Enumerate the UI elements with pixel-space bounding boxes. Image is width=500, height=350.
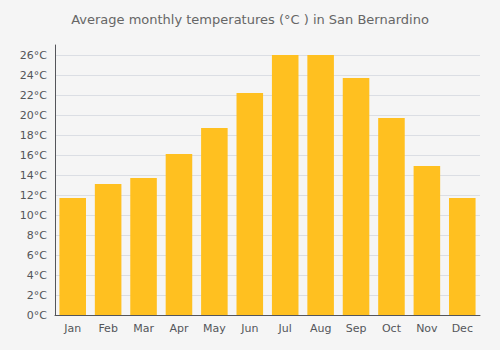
svg-text:Average monthly temperatures (: Average monthly temperatures (°C ) in Sa…	[71, 12, 429, 27]
svg-text:Mar: Mar	[133, 322, 154, 335]
svg-text:24°C: 24°C	[20, 69, 47, 82]
svg-text:16°C: 16°C	[20, 149, 47, 162]
svg-text:4°C: 4°C	[27, 269, 47, 282]
svg-text:12°C: 12°C	[20, 189, 47, 202]
svg-text:26°C: 26°C	[20, 49, 47, 62]
svg-text:Nov: Nov	[416, 322, 438, 335]
svg-text:Oct: Oct	[382, 322, 402, 335]
svg-text:20°C: 20°C	[20, 109, 47, 122]
svg-text:Jul: Jul	[278, 322, 292, 335]
svg-text:Feb: Feb	[98, 322, 117, 335]
svg-text:10°C: 10°C	[20, 209, 47, 222]
svg-text:Aug: Aug	[310, 322, 331, 335]
svg-text:14°C: 14°C	[20, 169, 47, 182]
svg-text:Sep: Sep	[346, 322, 367, 335]
svg-text:Dec: Dec	[452, 322, 473, 335]
svg-text:Jan: Jan	[63, 322, 81, 335]
svg-text:Apr: Apr	[169, 322, 189, 335]
svg-text:8°C: 8°C	[27, 229, 47, 242]
svg-text:2°C: 2°C	[27, 289, 47, 302]
svg-text:Jun: Jun	[240, 322, 258, 335]
svg-text:May: May	[203, 322, 226, 335]
svg-text:22°C: 22°C	[20, 89, 47, 102]
svg-text:0°C: 0°C	[27, 309, 47, 322]
svg-text:6°C: 6°C	[27, 249, 47, 262]
svg-text:18°C: 18°C	[20, 129, 47, 142]
